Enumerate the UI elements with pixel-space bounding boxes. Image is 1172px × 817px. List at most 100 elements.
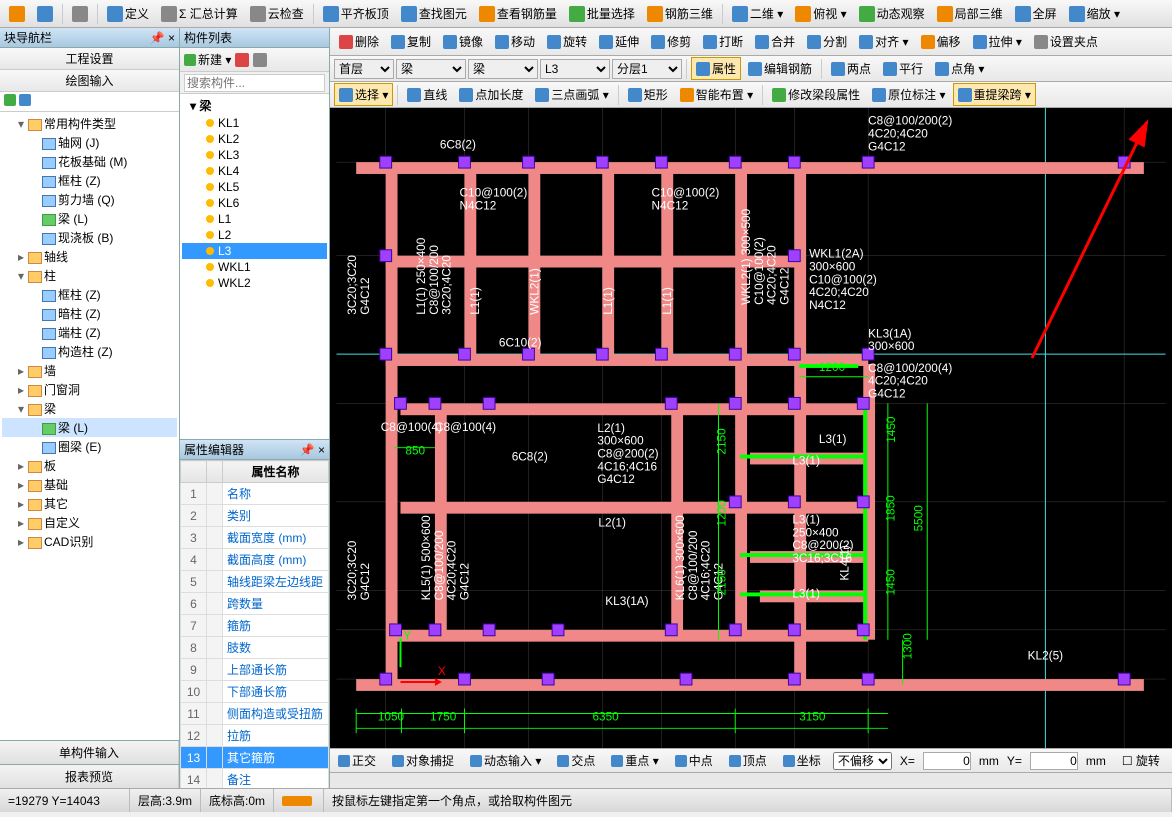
toolbar-btn[interactable]: 云检查 [245,2,309,25]
tool-btn[interactable]: 拉伸 ▾ [968,30,1027,53]
tab-report[interactable]: 报表预览 [0,765,179,788]
tree-node[interactable]: ▾常用构件类型 [2,114,177,133]
list-item[interactable]: ▾ 梁 [182,96,327,115]
tree-node[interactable]: ▸CAD识别 [2,532,177,551]
offset-select[interactable]: 不偏移 [833,752,892,770]
prop-row[interactable]: 11侧面构造或受扭筋 [181,703,329,725]
prop-row[interactable]: 9上部通长筋 [181,659,329,681]
tool-btn[interactable]: 延伸 [594,30,644,53]
tool-btn[interactable]: 原位标注 ▾ [867,83,950,106]
context-btn[interactable]: 两点 [826,57,876,80]
toolbar-btn[interactable]: 二维 ▾ [727,2,788,25]
prop-grid[interactable]: 属性名称 1名称2类别3截面宽度 (mm)4截面高度 (mm)5轴线距梁左边线距… [180,460,329,788]
tool-btn[interactable]: 镜像 [438,30,488,53]
tool-btn[interactable]: 设置夹点 [1029,30,1103,53]
tool-btn[interactable]: 偏移 [916,30,966,53]
prop-row[interactable]: 5轴线距梁左边线距 [181,571,329,593]
prop-row[interactable]: 2类别 [181,505,329,527]
prop-row[interactable]: 12拉筋 [181,725,329,747]
tree-node[interactable]: ▸板 [2,456,177,475]
tree-node[interactable]: ▾梁 [2,399,177,418]
select-floor[interactable]: 首层 [334,59,394,79]
tool-btn[interactable]: 矩形 [623,83,673,106]
tree-icon[interactable] [4,94,16,106]
toolbar-btn[interactable]: 批量选择 [564,2,640,25]
tree-node[interactable]: ▸自定义 [2,513,177,532]
tree-node[interactable]: 构造柱 (Z) [2,342,177,361]
toolbar-btn[interactable] [67,3,93,25]
tree-node[interactable]: 框柱 (Z) [2,171,177,190]
tree-node[interactable]: 端柱 (Z) [2,323,177,342]
list-item[interactable]: WKL2 [182,275,327,291]
tool-btn[interactable]: 打断 [698,30,748,53]
tree-icon-2[interactable] [19,94,31,106]
tool-btn[interactable]: 删除 [334,30,384,53]
tree-node[interactable]: ▸基础 [2,475,177,494]
tool-btn[interactable]: 修剪 [646,30,696,53]
tool-btn[interactable]: 复制 [386,30,436,53]
status-btn[interactable]: 顶点 [725,751,771,770]
prop-row[interactable]: 10下部通长筋 [181,681,329,703]
toolbar-btn[interactable]: 动态观察 [854,2,930,25]
close-icon[interactable]: × [168,31,175,45]
prop-row[interactable]: 1名称 [181,483,329,505]
tree-node[interactable]: 暗柱 (Z) [2,304,177,323]
prop-row[interactable]: 7箍筋 [181,615,329,637]
status-btn[interactable]: 中点 [671,751,717,770]
component-list[interactable]: ▾ 梁KL1KL2KL3KL4KL5KL6L1L2L3WKL1WKL2 [180,94,329,439]
toolbar-btn[interactable]: 局部三维 [932,2,1008,25]
copy-icon[interactable] [253,53,267,67]
toolbar-btn[interactable]: Σ 汇总计算 [156,2,243,25]
select-layer[interactable]: 分层1 [612,59,682,79]
tree-node[interactable]: 梁 (L) [2,209,177,228]
toolbar-btn[interactable]: 查看钢筋量 [474,2,562,25]
tree-node[interactable]: 梁 (L) [2,418,177,437]
delete-icon[interactable] [235,53,249,67]
toolbar-btn[interactable] [4,3,30,25]
close-icon[interactable]: × [318,443,325,457]
prop-row[interactable]: 13其它箍筋 [181,747,329,769]
tool-btn[interactable]: 移动 [490,30,540,53]
prop-row[interactable]: 8肢数 [181,637,329,659]
status-btn[interactable]: 正交 [334,751,380,770]
tool-btn[interactable]: 对齐 ▾ [854,30,913,53]
status-btn[interactable]: 对象捕捉 [388,751,458,770]
tool-btn[interactable]: 修改梁段属性 [767,83,865,106]
list-item[interactable]: WKL1 [182,259,327,275]
list-item[interactable]: KL6 [182,195,327,211]
new-button[interactable]: 新建 ▾ [184,51,231,68]
tree-node[interactable]: 框柱 (Z) [2,285,177,304]
list-item[interactable]: KL2 [182,131,327,147]
nav-tree[interactable]: ▾常用构件类型轴网 (J)花板基础 (M)框柱 (Z)剪力墙 (Q)梁 (L)现… [0,112,179,740]
drawing-canvas[interactable]: C8@100/200(2)4C20;4C20G4C126C8(2)C10@100… [330,108,1172,748]
context-btn[interactable]: 平行 [878,57,928,80]
toolbar-btn[interactable]: 缩放 ▾ [1064,2,1125,25]
list-item[interactable]: KL3 [182,147,327,163]
tree-node[interactable]: ▸其它 [2,494,177,513]
tool-btn[interactable]: 旋转 [542,30,592,53]
status-btn[interactable]: 坐标 [779,751,825,770]
toolbar-btn[interactable]: 全屏 [1010,2,1062,25]
select-item[interactable]: L3 [540,59,610,79]
h-scrollbar[interactable] [330,772,1172,788]
x-input[interactable] [923,752,971,770]
toolbar-btn[interactable]: 钢筋三维 [642,2,718,25]
toolbar-btn[interactable]: 平齐板顶 [318,2,394,25]
prop-row[interactable]: 14备注 [181,769,329,789]
tool-btn[interactable]: 三点画弧 ▾ [530,83,613,106]
list-item[interactable]: KL5 [182,179,327,195]
context-btn[interactable]: 编辑钢筋 [743,57,817,80]
list-item[interactable]: L2 [182,227,327,243]
search-input[interactable] [184,74,325,92]
toolbar-btn[interactable]: 查找图元 [396,2,472,25]
context-btn[interactable]: 点角 ▾ [930,57,989,80]
tree-node[interactable]: ▸轴线 [2,247,177,266]
tool-btn[interactable]: 分割 [802,30,852,53]
list-item[interactable]: L3 [182,243,327,259]
tree-node[interactable]: ▾柱 [2,266,177,285]
prop-row[interactable]: 3截面宽度 (mm) [181,527,329,549]
y-input[interactable] [1030,752,1078,770]
context-btn[interactable]: 属性 [691,57,741,80]
tab-single-input[interactable]: 单构件输入 [0,741,179,764]
tree-node[interactable]: 圈梁 (E) [2,437,177,456]
